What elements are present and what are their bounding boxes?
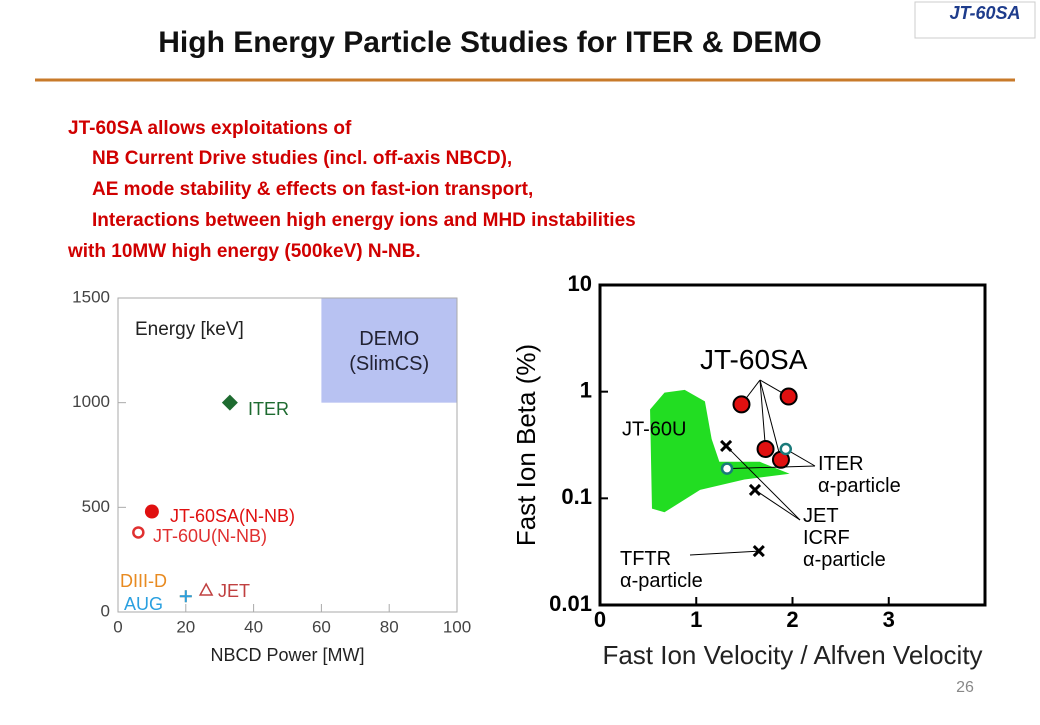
- marker: [752, 545, 765, 558]
- marker: [221, 394, 238, 411]
- label: JET ICRF α-particle: [803, 505, 886, 571]
- marker: [732, 395, 751, 414]
- page-number: 26: [956, 679, 974, 696]
- marker: [179, 590, 192, 603]
- marker: [198, 582, 214, 596]
- annotation: Energy [keV]: [135, 319, 244, 340]
- x-tick-label: 1: [690, 607, 702, 632]
- leader-line: [725, 445, 801, 521]
- x-tick-label: 0: [594, 607, 606, 632]
- slide-title: High Energy Particle Studies for ITER & …: [158, 26, 821, 59]
- x-axis-label: NBCD Power [MW]: [210, 645, 364, 665]
- y-tick-label: 1500: [72, 287, 110, 306]
- label: TFTR α-particle: [620, 548, 703, 592]
- leader-line: [754, 489, 801, 521]
- x-tick-label: 0: [113, 617, 122, 636]
- series-label: JT-60SA(N-NB): [170, 506, 295, 526]
- text-line: AE mode stability & effects on fast-ion …: [92, 179, 533, 200]
- x-tick-label: 40: [244, 617, 263, 636]
- leader-line: [759, 379, 767, 450]
- label: ITER α-particle: [818, 453, 901, 497]
- marker: [720, 462, 734, 475]
- x-tick-label: 80: [380, 617, 399, 636]
- x-tick-label: 2: [786, 607, 798, 632]
- text-line: Interactions between high energy ions an…: [92, 210, 636, 231]
- text-line: JT-60SA allows exploitations of: [68, 118, 352, 139]
- series-label: DIII-D: [120, 571, 167, 591]
- x-tick-label: 3: [883, 607, 895, 632]
- plot-frame: [117, 297, 458, 613]
- x-tick-label: 100: [443, 617, 471, 636]
- marker: [779, 442, 793, 456]
- y-tick-label: 500: [82, 497, 110, 516]
- text-line: with 10MW high energy (500keV) N-NB.: [67, 241, 421, 262]
- y-tick-label: 1000: [72, 392, 110, 411]
- y-tick-label: 1: [580, 377, 592, 402]
- series-label: JET: [218, 581, 250, 601]
- y-axis-label: Fast Ion Beta (%): [511, 344, 541, 546]
- y-tick-label: 0: [101, 601, 110, 620]
- leader-line: [689, 550, 759, 556]
- series-label: JT-60U(N-NB): [153, 526, 267, 546]
- marker: [132, 526, 145, 539]
- series-label: AUG: [124, 594, 163, 614]
- y-tick-label: 0.01: [549, 591, 592, 616]
- y-tick-label: 0.1: [561, 484, 592, 509]
- logo: JT-60SA: [949, 3, 1020, 23]
- marker: [756, 440, 775, 459]
- marker: [720, 439, 733, 452]
- marker: [144, 504, 159, 519]
- leader-line: [759, 379, 782, 460]
- area-label: JT-60U: [622, 418, 686, 440]
- x-tick-label: 60: [312, 617, 331, 636]
- x-axis-label: Fast Ion Velocity / Alfven Velocity: [602, 640, 982, 670]
- marker: [779, 387, 798, 406]
- leader-line: [727, 465, 816, 470]
- x-tick-label: 20: [176, 617, 195, 636]
- marker: [748, 483, 762, 496]
- label: DEMO (SlimCS): [349, 328, 429, 375]
- area: [650, 389, 790, 513]
- y-tick-label: 10: [568, 271, 592, 296]
- logo-box: [914, 1, 1036, 39]
- text-line: NB Current Drive studies (incl. off-axis…: [92, 148, 512, 169]
- series-label: ITER: [248, 399, 289, 419]
- label: JT-60SA: [700, 344, 808, 375]
- region: [321, 298, 457, 403]
